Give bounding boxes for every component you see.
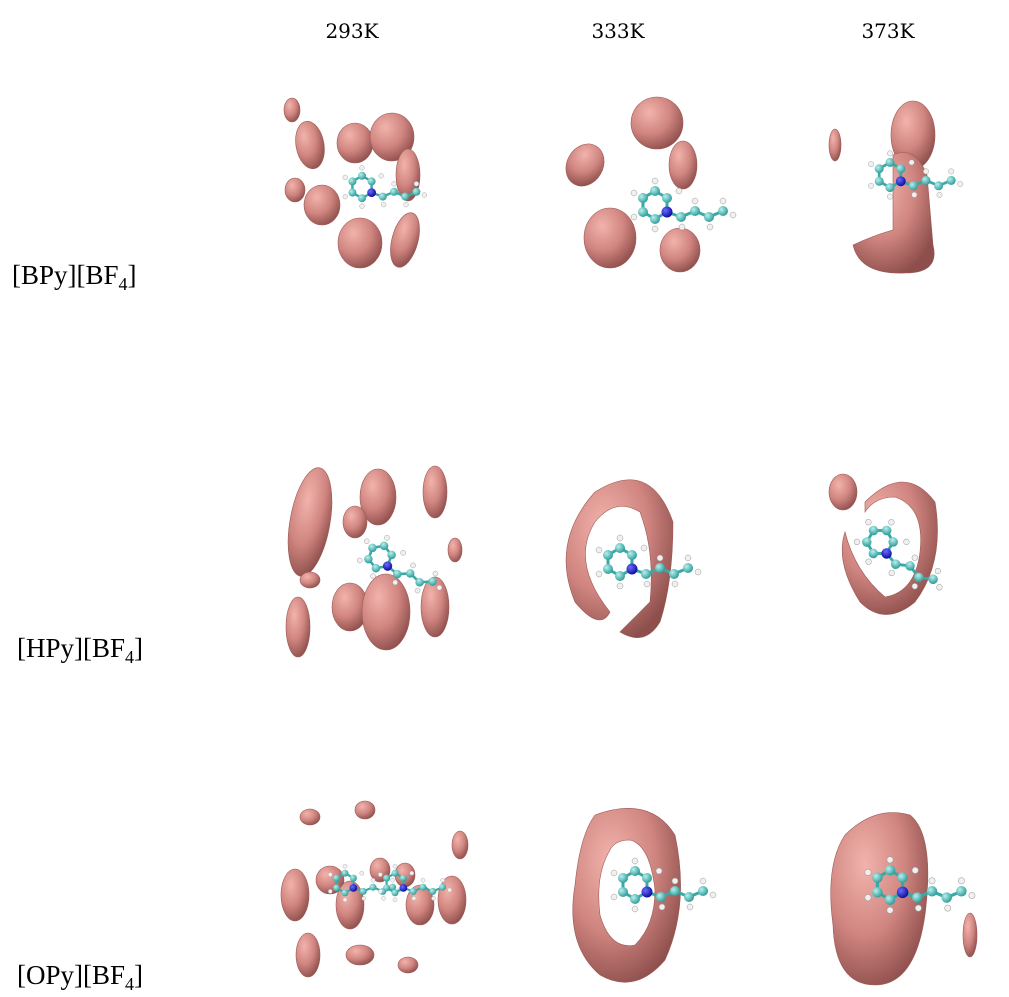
sdf-image xyxy=(829,101,963,273)
sdf-image xyxy=(558,97,736,272)
row-label: [HPy][BF4] xyxy=(17,633,143,667)
sdf-image xyxy=(281,464,462,657)
sdf-image xyxy=(831,813,977,986)
figure: 293K 333K 373K [BPy][BF4] [HPy][BF4] [OP… xyxy=(0,0,1009,997)
sdf-image xyxy=(573,808,716,982)
row-label: [BPy][BF4] xyxy=(12,260,137,294)
label-text: [BPy][BF xyxy=(12,260,119,290)
label-text: ] xyxy=(128,260,137,290)
column-header: 293K xyxy=(325,19,379,43)
sdf-image xyxy=(566,480,701,638)
sdf-image xyxy=(281,801,468,977)
label-subscript: 4 xyxy=(125,647,134,667)
label-text: [HPy][BF xyxy=(17,633,125,663)
label-text: ] xyxy=(134,960,143,990)
label-text: [OPy][BF xyxy=(17,960,125,990)
column-header: 333K xyxy=(591,19,645,43)
sdf-image xyxy=(829,474,959,615)
label-subscript: 4 xyxy=(125,974,134,994)
column-header: 373K xyxy=(861,19,915,43)
sdf-image xyxy=(284,98,427,270)
label-text: ] xyxy=(134,633,143,663)
row-label: [OPy][BF4] xyxy=(17,960,143,994)
label-subscript: 4 xyxy=(119,274,128,294)
page: {"header": {"columns": ["293K", "333K", … xyxy=(0,0,1009,997)
